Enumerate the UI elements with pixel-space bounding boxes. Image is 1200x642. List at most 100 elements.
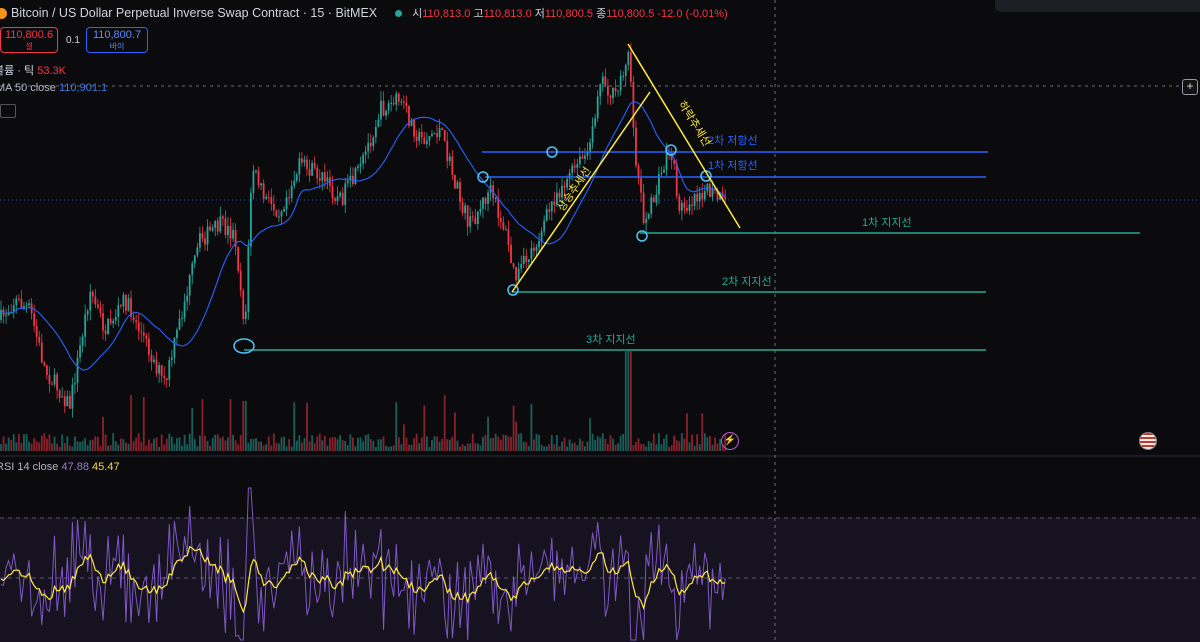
candle-body [354,167,357,184]
candle-body [711,188,714,197]
candle-body [525,255,528,262]
candle-body [56,374,58,391]
rsi-legend[interactable]: RSI 14 close 47.88 45.47 [0,461,120,473]
volume-bar [186,444,189,451]
volume-bar [344,440,347,451]
candle-body [267,196,270,198]
candle-body [446,141,449,162]
volume-bar [517,433,520,451]
candle-body [568,172,571,179]
volume-bar [252,439,255,451]
candle-body [301,158,303,163]
volume-bar [43,433,46,451]
volume-bar [20,443,23,451]
candle-body [594,118,597,127]
candle-body [323,172,326,182]
volume-bar [74,436,76,451]
candle-body [619,75,622,91]
candle-body [89,291,92,311]
volume-bar [359,437,362,451]
candle-body [413,119,415,137]
volume-bar [601,433,604,451]
volume-bar [558,446,561,451]
candle-body [673,160,676,164]
volume-bar [181,445,183,451]
candle-body [561,185,563,198]
volume-bar [711,444,714,451]
candle-body [43,362,46,366]
volume-bar [420,437,423,451]
candle-body [624,64,627,76]
candle-body [510,244,512,264]
candle-body [515,267,517,281]
volume-bar [703,433,706,451]
candle-body [357,166,359,168]
candle-body [181,317,183,319]
volume-bar [12,434,15,451]
drawing-toolbar[interactable] [995,0,1200,12]
candle-body [367,142,370,152]
candle-body [548,209,551,212]
volume-bar [686,413,688,451]
candle-body [599,84,602,97]
volume-bar [408,444,410,451]
candle-body [438,128,441,138]
volume-bar [403,424,405,451]
volume-bar [109,445,112,451]
volume-bar [239,435,242,451]
candle-body [724,196,727,199]
collapse-toggle[interactable] [0,104,16,118]
pivot-marker [546,146,558,158]
plus-icon[interactable]: + [1182,79,1198,95]
spread-value: 0.1 [66,35,80,46]
candle-body [691,204,693,206]
candle-body [451,156,454,175]
candle-body [150,354,153,362]
us-flag-icon[interactable] [1139,432,1157,450]
candle-body [74,383,76,385]
candle-body [229,225,232,239]
candle-body [84,314,87,337]
volume-bar [214,434,217,451]
candle-body [183,301,186,318]
volume-bar [135,437,138,451]
candle-body [86,310,89,315]
ma-legend[interactable]: MA 50 close 110,901.1 [0,82,108,94]
volume-bar [586,441,589,451]
volume-bar [619,435,622,451]
volume-bar [267,436,270,451]
volume-bar [275,442,278,451]
candle-body [461,202,464,214]
volume-bar [76,441,79,451]
volume-bar [561,441,563,451]
candle-body [130,298,132,318]
buy-button[interactable]: 110,800.7 바이 [86,27,148,53]
sell-button[interactable]: 110,800.6 셀 [0,27,58,53]
volume-bar [183,434,186,451]
volume-bar [387,446,390,451]
candle-body [410,119,413,126]
volume-bar [173,443,176,451]
symbol-title[interactable]: Bitcoin / US Dollar Perpetual Inverse Sw… [11,6,378,20]
volume-bar [443,395,446,451]
volume-bar [652,433,655,451]
downtrend-line [627,43,741,229]
flash-icon[interactable]: ⚡ [721,432,739,450]
volume-bar [571,443,574,451]
candle-body [642,192,645,224]
candle-body [688,204,691,211]
candle-body [454,174,456,189]
volume-bar [482,436,484,451]
candle-body [456,182,459,189]
candle-body [306,159,308,170]
volume-legend[interactable]: 볼륨 · 틱 53.3K [0,65,66,77]
volume-bar [604,438,607,451]
volume-bar [193,439,196,451]
volume-bar [170,436,173,451]
volume-bar [237,444,240,451]
volume-bar [17,433,20,451]
volume-bar [535,433,538,451]
volume-bar [262,445,265,451]
